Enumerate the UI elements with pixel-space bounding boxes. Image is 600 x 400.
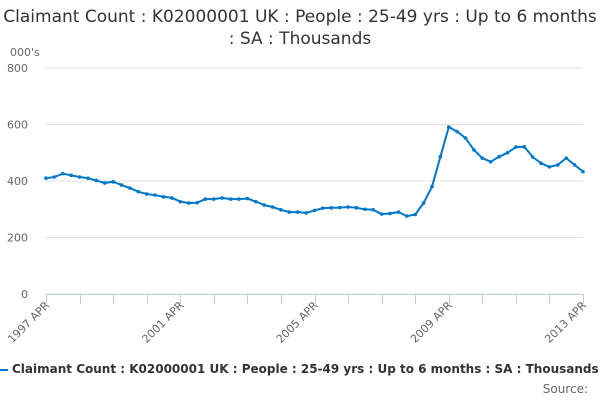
data-point	[153, 193, 157, 197]
data-point	[94, 178, 99, 183]
data-point	[497, 154, 501, 159]
data-point	[556, 163, 560, 167]
series-line	[45, 126, 584, 217]
data-point	[178, 199, 183, 204]
data-point	[505, 150, 510, 155]
data-point	[295, 210, 300, 214]
data-point	[547, 165, 552, 169]
data-point	[488, 159, 493, 164]
data-point	[186, 201, 191, 205]
y-tick-label: 0	[21, 288, 28, 301]
data-point	[102, 181, 107, 185]
y-tick-label: 600	[7, 119, 28, 132]
chart-title: Claimant Count : K02000001 UK : People :…	[3, 7, 597, 49]
data-point	[572, 163, 577, 167]
legend-swatch	[0, 368, 8, 371]
data-point	[203, 197, 208, 201]
data-point	[446, 125, 451, 129]
data-point	[463, 136, 468, 140]
data-point	[304, 211, 308, 215]
data-point	[539, 161, 543, 166]
y-tick-label: 400	[7, 175, 28, 188]
data-point	[379, 212, 384, 216]
legend-item[interactable]: Claimant Count : K02000001 UK : People :…	[0, 362, 600, 376]
y-tick-label: 200	[7, 232, 28, 245]
data-point	[337, 205, 342, 210]
y-axis-title: 000's	[10, 46, 40, 59]
data-point	[77, 175, 82, 179]
data-point	[472, 148, 476, 152]
legend-label: Claimant Count : K02000001 UK : People :…	[12, 362, 599, 376]
data-point	[346, 205, 350, 209]
data-point	[530, 155, 535, 159]
data-point	[312, 208, 317, 213]
data-point	[396, 210, 401, 214]
data-point	[60, 171, 65, 176]
x-tick-label: 2009 APR	[408, 299, 455, 346]
data-point	[237, 197, 241, 201]
data-point	[228, 197, 233, 201]
data-point	[363, 207, 367, 212]
data-point	[421, 201, 426, 205]
data-point	[119, 183, 124, 187]
data-point	[522, 145, 527, 149]
data-point	[388, 211, 392, 216]
data-point	[514, 145, 518, 149]
y-tick-label: 800	[7, 62, 28, 75]
x-tick-label: 1997 APR	[5, 299, 52, 346]
data-point	[52, 175, 57, 179]
data-point	[480, 156, 485, 160]
data-point	[413, 212, 417, 217]
x-tick-label: 2013 APR	[542, 299, 589, 346]
data-point	[136, 189, 141, 194]
data-point	[69, 173, 73, 178]
data-point	[220, 196, 225, 200]
data-point	[245, 196, 250, 201]
data-point	[455, 129, 459, 134]
source-label: Source:	[542, 382, 588, 396]
data-point	[161, 195, 166, 199]
data-point	[354, 206, 359, 210]
x-tick-label: 2005 APR	[274, 299, 321, 346]
data-point	[270, 205, 275, 209]
data-point	[404, 214, 409, 218]
data-point	[279, 208, 283, 212]
data-point	[170, 196, 174, 200]
data-point	[144, 192, 149, 196]
data-point	[111, 180, 115, 184]
data-point	[321, 206, 325, 210]
data-point	[329, 206, 334, 210]
data-point	[86, 176, 90, 180]
x-tick-label: 2001 APR	[139, 299, 186, 346]
data-point	[212, 197, 216, 201]
data-point	[195, 200, 199, 205]
data-point	[564, 156, 569, 160]
data-point	[44, 176, 48, 180]
data-point	[128, 186, 132, 190]
data-point	[287, 210, 292, 214]
data-point	[438, 154, 443, 159]
data-point	[430, 184, 434, 189]
data-point	[371, 208, 376, 212]
data-point	[581, 169, 585, 174]
data-point	[262, 203, 266, 207]
data-point	[253, 199, 258, 204]
